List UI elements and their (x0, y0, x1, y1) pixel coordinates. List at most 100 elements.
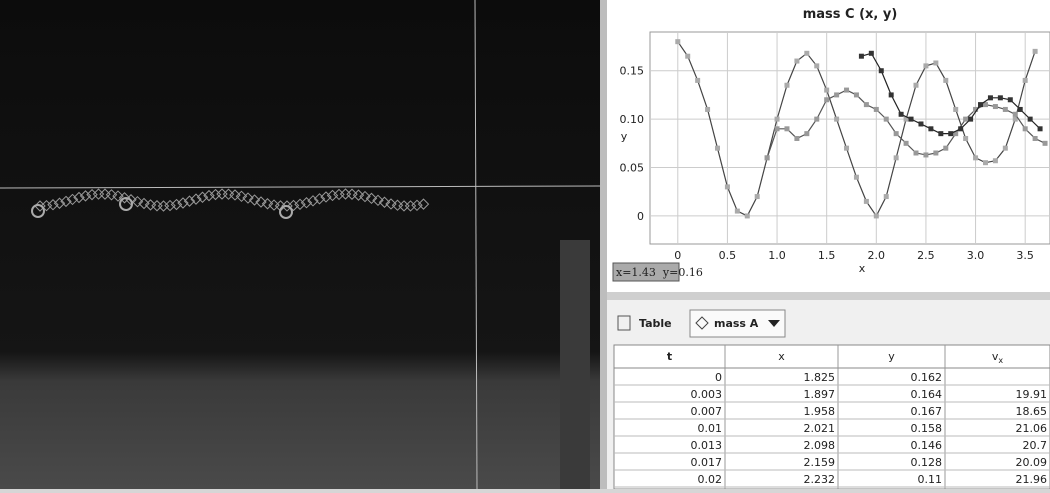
data-point (1008, 97, 1013, 102)
data-point (775, 117, 780, 122)
data-point (775, 126, 780, 131)
video-frame (0, 0, 600, 489)
y-axis-label: y (621, 130, 628, 143)
data-point (993, 158, 998, 163)
cell: 19.91 (1016, 388, 1048, 401)
data-point (864, 102, 869, 107)
data-point (958, 126, 963, 131)
data-point (804, 131, 809, 136)
data-point (814, 63, 819, 68)
data-point (968, 117, 973, 122)
person (560, 240, 590, 489)
readout: x=1.43 y=0.16 (616, 266, 703, 279)
data-point (884, 194, 889, 199)
x-tick-label: 3.0 (967, 249, 985, 262)
data-point (745, 213, 750, 218)
cell: 21.06 (1016, 422, 1048, 435)
data-point (869, 51, 874, 56)
data-point (933, 151, 938, 156)
cell: 0.146 (911, 439, 943, 452)
data-point (899, 112, 904, 117)
data-point (1033, 49, 1038, 54)
data-point (1038, 126, 1043, 131)
data-point (1033, 136, 1038, 141)
data-point (904, 141, 909, 146)
y-tick-label: 0 (637, 210, 644, 223)
data-point (695, 78, 700, 83)
data-point (675, 39, 680, 44)
data-point (725, 184, 730, 189)
track-label: mass A (714, 317, 759, 330)
data-point (933, 60, 938, 65)
data-point (948, 131, 953, 136)
cell: 0.158 (911, 422, 943, 435)
data-point (765, 155, 770, 160)
cell: 20.7 (1023, 439, 1048, 452)
cell: 0.013 (691, 439, 723, 452)
data-point (735, 209, 740, 214)
data-point (923, 63, 928, 68)
data-point (715, 146, 720, 151)
data-point (1013, 112, 1018, 117)
cell: 0.01 (698, 422, 723, 435)
data-point (844, 88, 849, 93)
data-point (963, 136, 968, 141)
chart-title: mass C (x, y) (803, 7, 898, 22)
data-point (909, 117, 914, 122)
data-point (824, 88, 829, 93)
cell: 1.958 (804, 405, 836, 418)
split-divider[interactable] (607, 292, 1050, 300)
view-label: Table (639, 317, 672, 330)
cell: 2.021 (804, 422, 836, 435)
data-point (844, 146, 849, 151)
x-tick-label: 1.0 (768, 249, 786, 262)
x-tick-label: 2.0 (868, 249, 886, 262)
data-point (814, 117, 819, 122)
data-point (914, 83, 919, 88)
page: {"chart_data":{"type":"line","title":"ma… (0, 0, 1050, 489)
cell: 0 (715, 371, 722, 384)
data-point (784, 83, 789, 88)
cell: 2.098 (804, 439, 836, 452)
cell: 0.02 (698, 473, 723, 486)
screen: mass C (x, y) x y x=1.43 y=0.16 Table ma… (0, 0, 1050, 489)
data-point (914, 151, 919, 156)
data-point (859, 54, 864, 59)
data-point (1028, 117, 1033, 122)
data-point (1023, 78, 1028, 83)
data-point (1018, 107, 1023, 112)
cell: 21.96 (1016, 473, 1048, 486)
data-point (918, 121, 923, 126)
y-tick-label: 0.05 (620, 162, 645, 175)
data-point (854, 175, 859, 180)
cell: 0.017 (691, 456, 723, 469)
cell: 0.11 (918, 473, 943, 486)
data-point (894, 155, 899, 160)
data-point (794, 136, 799, 141)
data-point (998, 95, 1003, 100)
data-point (864, 199, 869, 204)
x-tick-label: 0 (674, 249, 681, 262)
x-axis-label: x (859, 262, 866, 275)
data-point (993, 104, 998, 109)
data-point (755, 194, 760, 199)
cell: 1.897 (804, 388, 836, 401)
column-header: t (667, 350, 672, 363)
data-point (884, 117, 889, 122)
data-point (834, 117, 839, 122)
data-point (874, 107, 879, 112)
data-point (874, 213, 879, 218)
data-point (1003, 107, 1008, 112)
divider[interactable] (600, 0, 607, 489)
data-point (928, 126, 933, 131)
cell: 20.09 (1016, 456, 1048, 469)
data-point (894, 131, 899, 136)
cell: 0.162 (911, 371, 943, 384)
data-point (1043, 141, 1048, 146)
data-point (854, 92, 859, 97)
column-header: x (778, 350, 785, 363)
cell: 2.159 (804, 456, 836, 469)
data-point (943, 146, 948, 151)
x-tick-label: 0.5 (719, 249, 737, 262)
table: txyvx01.8250.1620.0031.8970.16419.910.00… (614, 345, 1050, 489)
